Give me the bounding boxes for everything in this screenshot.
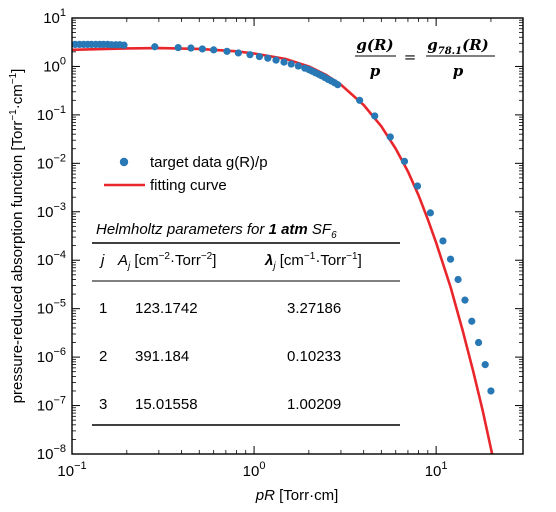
data-point (210, 46, 218, 54)
y-tick-label: 10−7 (37, 395, 66, 415)
table-row-1-lambda: 3.27186 (287, 300, 341, 317)
table-header-lambda: λj [cm−1·Torr−1] (264, 251, 362, 272)
y-tick-label: 10−3 (37, 201, 66, 221)
data-point (461, 296, 469, 304)
x-axis-title: pR [Torr·cm] (255, 487, 339, 504)
x-tick-label: 100 (243, 460, 266, 480)
data-point (481, 361, 489, 369)
equation-lhs-denominator: p (370, 62, 381, 80)
legend-marker-target-data (119, 157, 129, 167)
data-point (439, 237, 447, 245)
data-point (234, 49, 242, 57)
legend: target data g(R)/p fitting curve (104, 154, 268, 194)
table-row-1-A: 123.1742 (135, 300, 198, 317)
data-point (246, 51, 254, 59)
y-tick-label: 10−6 (37, 346, 66, 366)
table-header-A: Aj [cm−2·Torr−2] (117, 251, 216, 272)
table-header-j: j (99, 252, 105, 269)
y-tick-label: 10−5 (37, 298, 66, 318)
table-row-3-lambda: 1.00209 (287, 396, 341, 413)
table-row-3-j: 3 (99, 396, 107, 413)
equation: g(R) p = g78.1(R) p (355, 36, 495, 80)
plot-frame (71, 17, 524, 455)
table-row-3-A: 15.01558 (135, 396, 198, 413)
y-tick-label: 101 (43, 7, 66, 27)
data-point (223, 47, 231, 55)
y-tick-label: 100 (43, 55, 66, 75)
data-point (198, 45, 206, 53)
y-tick-label: 10−8 (37, 443, 66, 463)
data-point (371, 112, 379, 120)
equation-equals: = (404, 48, 417, 66)
data-point (356, 96, 364, 104)
data-point (174, 43, 182, 52)
equation-lhs-numerator: g(R) (356, 36, 393, 54)
data-point (255, 52, 264, 61)
data-point (474, 338, 483, 347)
data-point (446, 255, 455, 263)
equation-rhs-denominator: p (453, 62, 464, 80)
table-row-2-A: 391.184 (135, 348, 189, 365)
equation-rhs-numerator: g78.1(R) (427, 36, 489, 57)
data-point (272, 56, 280, 64)
y-tick-label: 10−4 (37, 249, 66, 269)
data-point (151, 43, 159, 51)
data-point (468, 317, 476, 325)
legend-label-target-data: target data g(R)/p (150, 154, 268, 171)
table-row-1-j: 1 (99, 300, 107, 317)
parameter-table: Helmholtz parameters for 1 atm SF6 j Aj … (92, 221, 400, 426)
data-point (454, 275, 462, 284)
legend-label-fitting-curve: fitting curve (150, 177, 227, 194)
data-point (487, 387, 495, 395)
data-point (287, 60, 295, 68)
data-point (264, 54, 272, 62)
y-tick-label: 10−1 (37, 104, 66, 124)
data-point (426, 209, 434, 217)
data-point (334, 81, 342, 89)
y-tick-label: 10−2 (37, 152, 66, 172)
table-title: Helmholtz parameters for 1 atm SF6 (96, 221, 337, 241)
data-point (413, 182, 422, 190)
points-layer (71, 40, 495, 395)
x-tick-label: 101 (425, 460, 448, 480)
data-point (400, 157, 409, 165)
x-tick-label: 10−1 (57, 460, 86, 480)
data-point (280, 58, 288, 66)
tick-labels: 10110010−110−210−310−410−510−610−710−810… (37, 7, 448, 480)
y-axis-title: pressure-reduced absorption function [To… (8, 69, 26, 404)
data-point (120, 41, 128, 49)
table-row-2-j: 2 (99, 348, 107, 365)
data-point (187, 44, 195, 52)
data-point (294, 62, 302, 70)
data-point (386, 133, 394, 141)
table-row-2-lambda: 0.10233 (287, 348, 341, 365)
